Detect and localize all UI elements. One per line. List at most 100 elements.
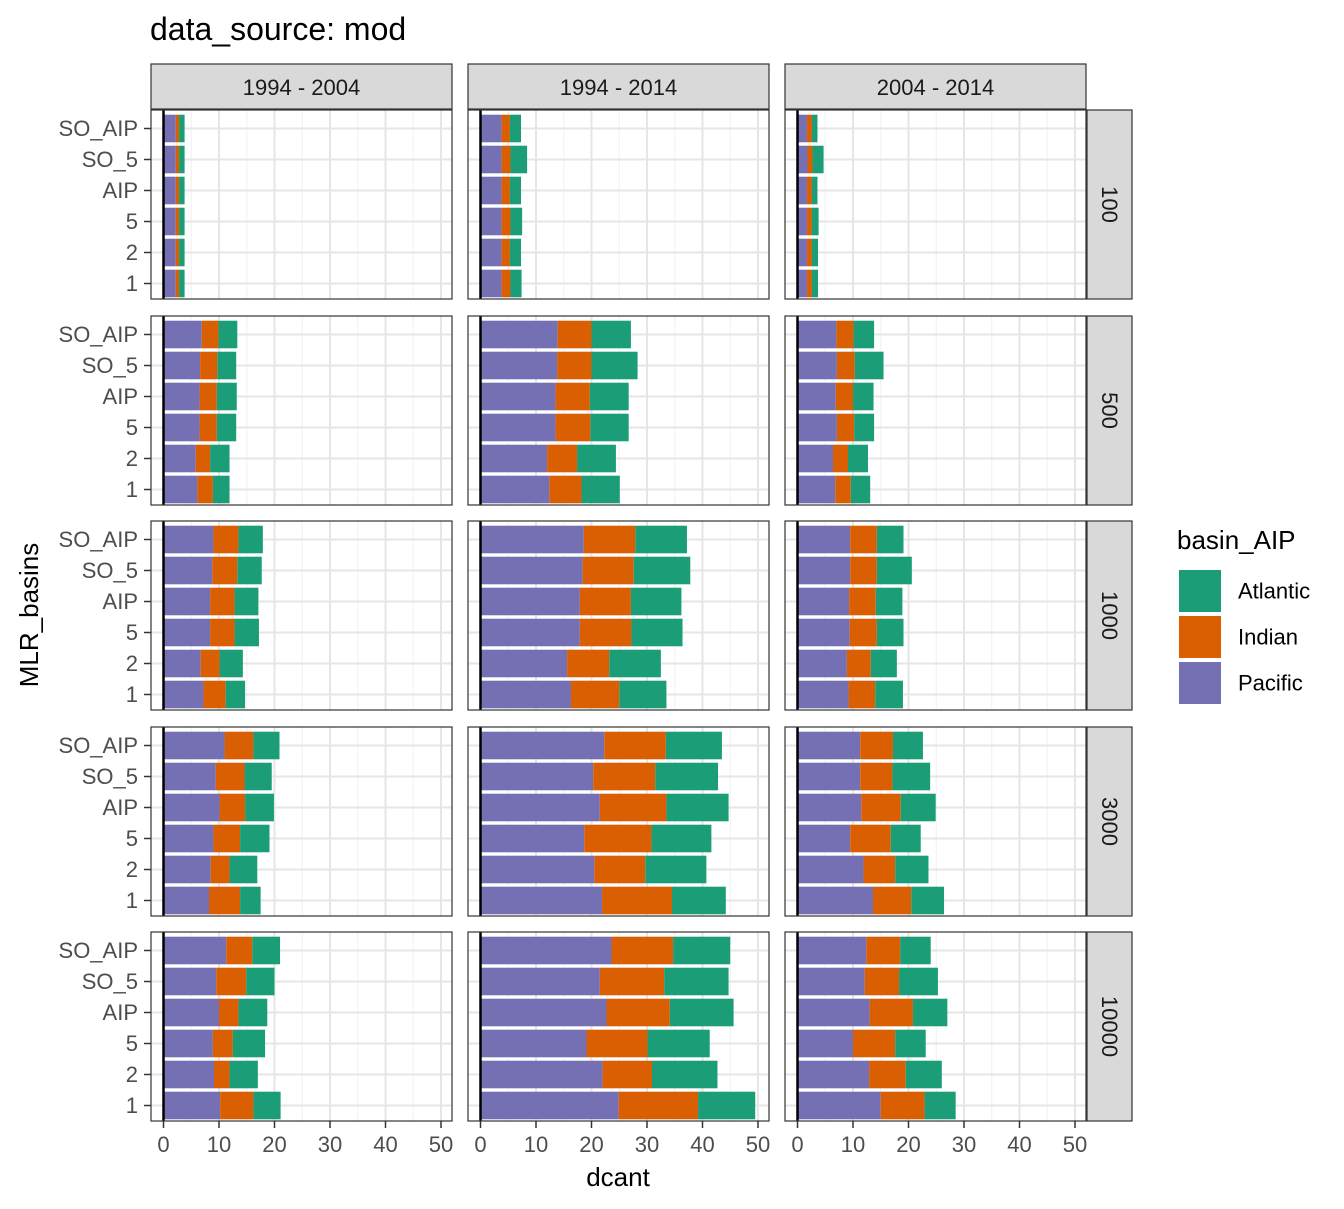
facet-panel: SO_AIP SO_5 AIP 5 2 1 — [59, 109, 453, 300]
y-tick-label: 2 — [126, 240, 138, 265]
bar-segment-pacific — [163, 145, 176, 174]
bar-segment-atlantic — [645, 855, 707, 884]
bar-segment-pacific — [480, 886, 603, 915]
bar-segment-pacific — [163, 1091, 221, 1120]
bar-segment-atlantic — [591, 320, 631, 349]
chart-title: data_source: mod — [150, 11, 406, 47]
bar-segment-indian — [201, 320, 219, 349]
bar-segment-atlantic — [510, 145, 528, 174]
bar-segment-indian — [219, 998, 239, 1027]
bar-segment-pacific — [797, 269, 807, 298]
bar-segment-indian — [880, 1091, 925, 1120]
bar-segment-pacific — [163, 998, 219, 1027]
bar-segment-atlantic — [875, 680, 903, 709]
bar-segment-atlantic — [664, 967, 729, 996]
bar-segment-indian — [806, 238, 812, 267]
bar-segment-indian — [586, 1029, 648, 1058]
legend-title: basin_AIP — [1177, 525, 1296, 555]
panel-border — [150, 726, 453, 917]
bar-segment-atlantic — [870, 649, 897, 678]
panel-border — [150, 109, 453, 300]
bar-segment-pacific — [480, 649, 568, 678]
bar-segment-indian — [869, 1060, 906, 1089]
panel-border — [150, 520, 453, 711]
bar-segment-indian — [220, 1091, 254, 1120]
bar-segment-atlantic — [669, 998, 734, 1027]
y-tick-label: 2 — [126, 446, 138, 471]
facet-panel — [784, 520, 1087, 711]
bar-segment-indian — [618, 1091, 699, 1120]
bar-segment-pacific — [480, 824, 585, 853]
legend-items: Atlantic Indian Pacific — [1179, 570, 1310, 704]
bar-segment-pacific — [480, 967, 600, 996]
bar-segment-indian — [200, 351, 218, 380]
bar-segment-pacific — [480, 587, 580, 616]
y-tick-label: SO_5 — [82, 147, 138, 172]
bar-segment-atlantic — [811, 269, 819, 298]
bar-segment-indian — [203, 680, 226, 709]
bar-segment-pacific — [480, 269, 502, 298]
bar-segment-indian — [501, 114, 510, 143]
y-tick-label: 5 — [126, 415, 138, 440]
bar-segment-pacific — [480, 413, 556, 442]
bar-segment-atlantic — [252, 936, 281, 965]
panel-border — [150, 931, 453, 1122]
bar-segment-indian — [850, 525, 877, 554]
bar-segment-atlantic — [876, 618, 904, 647]
facet-panels: 1994 - 2004 1994 - 2014 2004 - 20141005001… — [59, 63, 1133, 1157]
bar-segment-indian — [836, 413, 855, 442]
y-axis-label: MLR_basins — [14, 543, 44, 688]
row-strip — [1086, 520, 1133, 711]
bar-segment-indian — [547, 444, 578, 473]
row-strip-label: 10000 — [1097, 996, 1122, 1057]
bar-segment-pacific — [163, 525, 214, 554]
bar-segment-indian — [212, 1029, 233, 1058]
bar-segment-atlantic — [179, 269, 185, 298]
bar-segment-indian — [549, 475, 582, 504]
bar-segment-atlantic — [854, 413, 875, 442]
bar-segment-atlantic — [875, 587, 903, 616]
y-tick-label: SO_5 — [82, 558, 138, 583]
bar-segment-atlantic — [238, 998, 268, 1027]
y-tick-label: 1 — [126, 682, 138, 707]
row-strip — [1086, 726, 1133, 917]
x-tick-label: 50 — [1063, 1132, 1087, 1157]
bar-segment-pacific — [797, 967, 865, 996]
bar-segment-indian — [501, 145, 511, 174]
bar-segment-atlantic — [811, 176, 818, 205]
bar-segment-indian — [848, 680, 876, 709]
bar-segment-atlantic — [635, 525, 687, 554]
bar-segment-pacific — [163, 176, 176, 205]
bar-segment-atlantic — [651, 824, 712, 853]
panel-border — [467, 109, 770, 300]
bar-segment-atlantic — [655, 762, 719, 791]
bar-segment-atlantic — [212, 475, 230, 504]
bar-segment-atlantic — [911, 886, 945, 915]
facet-panel: SO_AIP SO_5 AIP 5 2 1 — [59, 315, 453, 506]
legend-label: Atlantic — [1238, 579, 1310, 604]
panel-border — [784, 520, 1087, 711]
bar-segment-indian — [853, 1029, 896, 1058]
y-tick-label: SO_AIP — [59, 733, 138, 758]
y-tick-label: 2 — [126, 857, 138, 882]
bar-segment-atlantic — [510, 207, 523, 236]
bar-segment-pacific — [163, 114, 176, 143]
facet-panel — [467, 109, 770, 300]
col-strip-label: 2004 - 2014 — [877, 75, 994, 100]
bar-segment-atlantic — [229, 1060, 258, 1089]
bar-segment-pacific — [480, 114, 502, 143]
x-tick-label: 10 — [841, 1132, 865, 1157]
bar-segment-atlantic — [240, 824, 270, 853]
bar-segment-pacific — [480, 855, 595, 884]
bar-segment-indian — [215, 762, 245, 791]
bar-segment-indian — [872, 886, 912, 915]
x-tick-label: 30 — [952, 1132, 976, 1157]
x-tick-label: 10 — [524, 1132, 548, 1157]
bar-segment-indian — [602, 1060, 652, 1089]
bar-segment-pacific — [480, 382, 556, 411]
bar-segment-atlantic — [892, 762, 931, 791]
bar-segment-pacific — [797, 824, 851, 853]
bar-segment-indian — [209, 886, 241, 915]
bar-segment-indian — [583, 525, 636, 554]
bar-segment-indian — [210, 618, 235, 647]
